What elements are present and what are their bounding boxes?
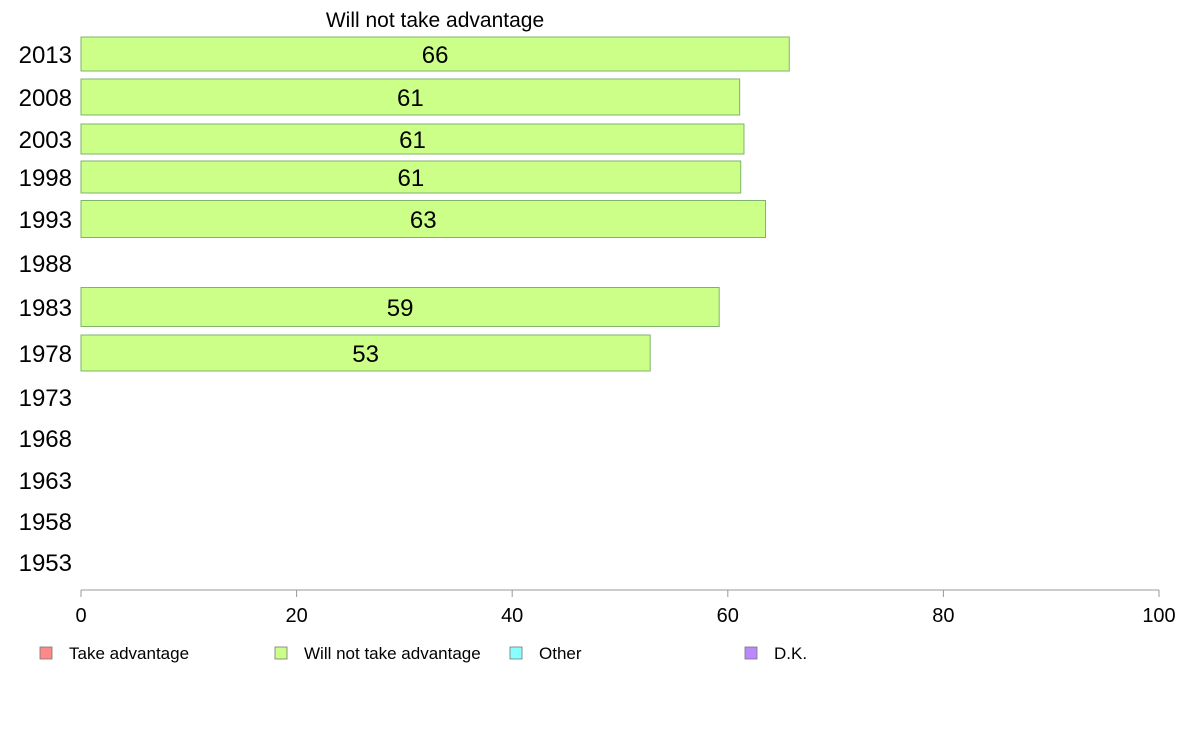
year-label-2003: 2003 — [19, 127, 72, 154]
year-label-1978: 1978 — [19, 341, 72, 368]
legend-swatch-3 — [744, 646, 758, 660]
year-label-1983: 1983 — [19, 295, 72, 322]
year-label-1988: 1988 — [19, 251, 72, 278]
legend-label-1: Will not take advantage — [304, 644, 481, 663]
year-label-2013: 2013 — [19, 42, 72, 69]
year-label-1968: 1968 — [19, 426, 72, 453]
x-tick-label-60: 60 — [717, 605, 739, 627]
x-tick-label-40: 40 — [501, 605, 523, 627]
legend: Take advantage Will not take advantage Oth… — [39, 644, 807, 663]
bar-1993 — [80, 200, 767, 238]
year-label-1958: 1958 — [19, 509, 72, 536]
bar-value-label-1993: 63 — [410, 207, 437, 234]
x-tick-label-100: 100 — [1142, 605, 1175, 627]
legend-swatch-2 — [509, 646, 523, 660]
x-tick-label-0: 0 — [75, 605, 86, 627]
bar-value-label-2008: 61 — [397, 85, 424, 112]
bar-2008 — [80, 78, 741, 116]
bar-value-label-2013: 66 — [422, 42, 449, 69]
legend-label-2: Other — [539, 644, 582, 663]
year-label-1953: 1953 — [19, 550, 72, 577]
bars-group: 66 61 61 61 63 59 53 — [80, 36, 790, 372]
legend-swatch-1 — [274, 646, 288, 660]
bar-value-label-1998: 61 — [398, 165, 425, 192]
bar-value-label-1978: 53 — [352, 341, 379, 368]
year-label-1963: 1963 — [19, 468, 72, 495]
chart-title: Will not take advantage — [326, 9, 544, 32]
year-label-1973: 1973 — [19, 385, 72, 412]
x-tick-label-20: 20 — [285, 605, 307, 627]
year-labels: 2013 2008 2003 1998 1993 1988 1983 1978 1973 1968… — [19, 42, 72, 577]
year-label-1993: 1993 — [19, 207, 72, 234]
year-label-1998: 1998 — [19, 165, 72, 192]
bar-1998 — [80, 160, 742, 194]
bar-1978 — [80, 334, 651, 372]
bar-2003 — [80, 123, 745, 155]
year-label-2008: 2008 — [19, 85, 72, 112]
x-tick-label-80: 80 — [932, 605, 954, 627]
x-axis: 0 20 40 60 80 100 — [75, 589, 1176, 627]
bar-2013 — [80, 36, 790, 72]
bar-1983 — [80, 287, 720, 327]
legend-swatch-0 — [39, 646, 53, 660]
legend-label-3: D.K. — [774, 644, 807, 663]
bar-value-label-2003: 61 — [399, 127, 426, 154]
legend-label-0: Take advantage — [69, 644, 189, 663]
bar-value-label-1983: 59 — [387, 295, 414, 322]
